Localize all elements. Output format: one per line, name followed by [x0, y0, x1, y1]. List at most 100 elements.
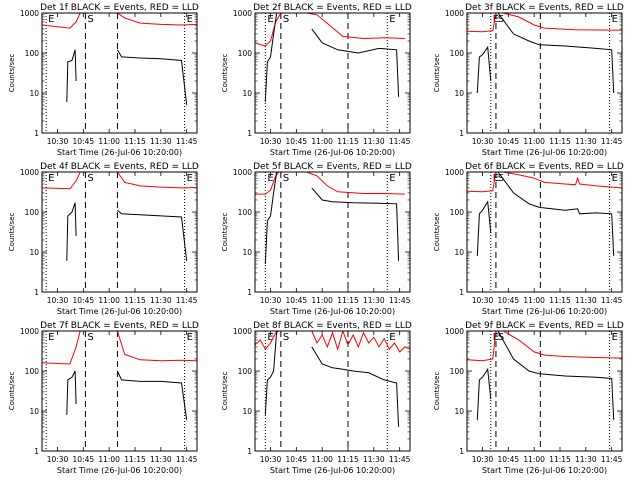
y-tick-label: 100: [450, 367, 465, 376]
series-lld-line: [116, 172, 197, 189]
x-tick-label: 11:00: [311, 296, 333, 305]
series-events-line: [311, 28, 400, 97]
panel-title: Det 2f BLACK = Events, RED = LLD: [253, 3, 412, 13]
y-tick-label: 100: [238, 367, 253, 376]
marker-label: S: [283, 173, 289, 184]
panel-title: Det 7f BLACK = Events, RED = LLD: [40, 321, 199, 331]
y-tick-label: 1000: [445, 327, 464, 336]
series-events-line: [264, 331, 278, 415]
y-tick-label: 1: [459, 288, 464, 297]
y-tick-label: 1: [34, 129, 39, 138]
marker-label: S: [87, 173, 93, 184]
series-lld-line: [502, 331, 622, 359]
series-events-line: [311, 346, 400, 427]
y-tick-label: 100: [450, 49, 465, 58]
x-tick-label: 10:45: [73, 296, 95, 305]
series-events-line: [66, 49, 77, 102]
x-axis-label: Start Time (26-Jul-06 10:20:00): [482, 307, 607, 316]
y-tick-label: 1000: [233, 168, 252, 177]
x-tick-label: 10:45: [498, 296, 520, 305]
series-lld-line: [503, 172, 622, 189]
x-tick-label: 10:30: [260, 137, 282, 146]
y-axis-label: Counts/sec: [221, 54, 229, 93]
marker-label: E: [493, 14, 499, 25]
x-tick-label: 11:30: [363, 296, 385, 305]
panel-det-3: Det 3f BLACK = Events, RED = LLD Start Ti…: [433, 3, 624, 157]
panel-title: Det 3f BLACK = Events, RED = LLD: [465, 3, 624, 13]
x-tick-label: 11:30: [575, 137, 597, 146]
y-axis-label: Counts/sec: [8, 372, 16, 411]
y-tick-label: 10: [29, 407, 39, 416]
x-tick-label: 11:45: [176, 296, 198, 305]
x-axis-label: Start Time (26-Jul-06 10:20:00): [57, 148, 182, 157]
x-tick-label: 11:45: [389, 296, 411, 305]
x-axis-label: Start Time (26-Jul-06 10:20:00): [270, 148, 395, 157]
series-events-line: [116, 370, 188, 420]
plot-frame: [254, 330, 411, 452]
x-tick-label: 10:45: [286, 455, 308, 464]
panel-det-8: Det 8f BLACK = Events, RED = LLD Start Ti…: [221, 321, 412, 475]
series-lld-line: [116, 331, 197, 362]
y-tick-label: 10: [454, 89, 464, 98]
marker-label: E: [612, 173, 618, 184]
series-events-line: [476, 200, 492, 256]
series-lld-line: [117, 13, 197, 26]
y-tick-label: 1000: [233, 327, 252, 336]
y-axis-label: Counts/sec: [433, 54, 441, 93]
marker-label: E: [493, 332, 499, 343]
y-axis-label: Counts/sec: [433, 213, 441, 252]
y-tick-label: 100: [238, 208, 253, 217]
x-tick-label: 11:45: [176, 455, 198, 464]
panel-det-2: Det 2f BLACK = Events, RED = LLD Start Ti…: [221, 3, 412, 157]
series-lld-line: [467, 331, 497, 362]
x-tick-label: 11:00: [98, 137, 120, 146]
x-tick-label: 10:30: [472, 137, 494, 146]
plot-frame: [41, 12, 198, 134]
y-tick-label: 1000: [233, 9, 252, 18]
panel-det-4: Det 4f BLACK = Events, RED = LLD Start Ti…: [8, 162, 199, 316]
marker-label: E: [612, 332, 618, 343]
x-tick-label: 10:45: [498, 137, 520, 146]
y-tick-label: 1: [34, 288, 39, 297]
marker-label: S: [498, 14, 504, 25]
y-tick-label: 100: [238, 49, 253, 58]
x-tick-label: 10:45: [286, 137, 308, 146]
x-tick-label: 11:15: [124, 296, 146, 305]
x-tick-label: 11:00: [523, 137, 545, 146]
panel-title: Det 5f BLACK = Events, RED = LLD: [253, 162, 412, 172]
y-tick-label: 10: [454, 407, 464, 416]
y-tick-label: 10: [242, 407, 252, 416]
x-tick-label: 11:15: [337, 455, 359, 464]
marker-label: E: [267, 332, 273, 343]
y-tick-label: 10: [242, 89, 252, 98]
panel-title: Det 8f BLACK = Events, RED = LLD: [253, 321, 412, 331]
panel-title: Det 6f BLACK = Events, RED = LLD: [465, 162, 624, 172]
x-tick-label: 10:30: [47, 137, 69, 146]
series-lld-line: [42, 331, 81, 365]
plot-frame: [466, 12, 623, 134]
series-events-line: [264, 172, 278, 265]
y-tick-label: 1: [459, 447, 464, 456]
x-tick-label: 11:30: [150, 137, 172, 146]
y-axis-label: Counts/sec: [8, 213, 16, 252]
panel-det-5: Det 5f BLACK = Events, RED = LLD Start Ti…: [221, 162, 412, 316]
marker-label: E: [48, 14, 54, 25]
x-tick-label: 10:30: [472, 455, 494, 464]
x-tick-label: 11:15: [124, 137, 146, 146]
y-tick-label: 100: [25, 367, 40, 376]
series-events-line: [117, 209, 188, 261]
marker-label: E: [389, 332, 395, 343]
y-tick-label: 1: [34, 447, 39, 456]
panel-title: Det 4f BLACK = Events, RED = LLD: [40, 162, 199, 172]
x-tick-label: 11:30: [150, 296, 172, 305]
y-tick-label: 1000: [20, 168, 39, 177]
series-lld-line: [467, 13, 497, 33]
x-tick-label: 10:30: [47, 455, 69, 464]
marker-label: S: [283, 14, 289, 25]
x-tick-label: 11:00: [311, 455, 333, 464]
marker-label: E: [612, 14, 618, 25]
series-lld-line: [311, 331, 410, 353]
y-tick-label: 10: [242, 248, 252, 257]
series-events-line: [311, 187, 400, 261]
panel-title: Det 9f BLACK = Events, RED = LLD: [465, 321, 624, 331]
